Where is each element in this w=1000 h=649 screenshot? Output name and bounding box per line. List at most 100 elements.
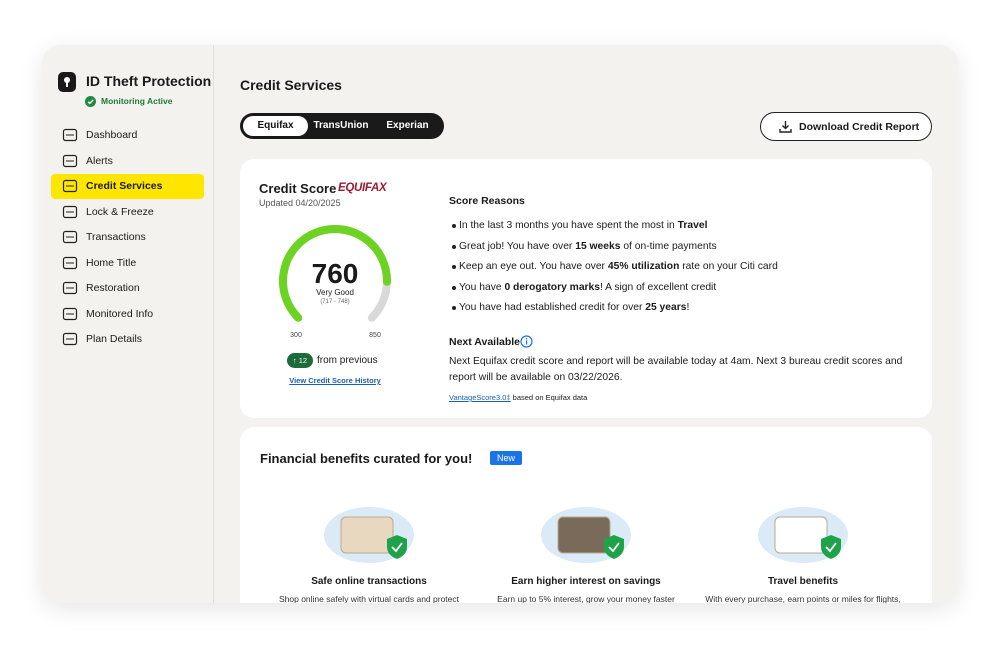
nav-icon-shape xyxy=(62,332,78,346)
nav-icon-shape xyxy=(62,154,78,167)
page-title: Credit Services xyxy=(240,77,342,93)
benefits-list: Safe online transactions Shop online safe… xyxy=(240,497,932,603)
footnote-text: based on Equifax data xyxy=(512,393,588,402)
bureau-tab[interactable]: Equifax xyxy=(243,116,308,136)
bureau-logo: EQUIFAX xyxy=(338,182,387,194)
nav-icon-shape xyxy=(62,128,78,142)
gauge-fill xyxy=(279,225,391,322)
next-title: Next Available xyxy=(449,336,521,348)
benefits-title: Financial benefits curated for you! xyxy=(260,451,473,466)
reason-after: ! A sign of excellent credit xyxy=(600,281,717,293)
illustration-shield xyxy=(604,535,624,559)
bureau-tabs: Equifax TransUnion Experian xyxy=(240,113,444,139)
nav-item[interactable]: Transactions xyxy=(51,225,204,250)
nav-label: Plan Details xyxy=(86,333,143,345)
reason-bold: 15 weeks xyxy=(575,240,621,252)
reason-item: In the last 3 months you have spent the … xyxy=(451,220,708,231)
nav-list: Dashboard Alerts Credit Services Lock & Fre… xyxy=(42,123,213,363)
nav-item[interactable]: Home Title xyxy=(51,251,204,276)
reason-item: You have had established credit for over… xyxy=(451,302,689,313)
app-window: ID Theft Protection Monitoring Active Da… xyxy=(42,45,958,603)
reason-after: of on-time payments xyxy=(620,240,717,252)
reason-after: rate on your Citi card xyxy=(679,261,778,272)
score-rating: Very Good xyxy=(316,288,354,297)
illustration-shield xyxy=(387,535,407,559)
nav-icon xyxy=(62,230,78,244)
benefit-illustration xyxy=(324,507,414,563)
download-button[interactable]: Download Credit Report xyxy=(760,112,932,141)
gauge-max: 850 xyxy=(369,332,381,339)
reason-before: In the last 3 months you have spent the … xyxy=(459,220,678,231)
nav-icon-shape xyxy=(62,256,78,269)
reason-before: Keep an eye out. You have over xyxy=(459,261,608,272)
reason-before: You have xyxy=(459,281,505,293)
change-value: 12 xyxy=(298,356,308,365)
bureau-tab[interactable]: Experian xyxy=(386,120,429,131)
status-icon xyxy=(85,96,96,107)
benefit-title: Safe online transactions xyxy=(311,576,427,587)
reason-item: You have 0 derogatory marks! A sign of e… xyxy=(451,281,717,293)
next-text: Next Equifax credit score and report wil… xyxy=(449,356,903,383)
nav-icon-shape xyxy=(62,230,78,244)
nav-icon xyxy=(62,256,78,269)
nav-item[interactable]: Credit Services xyxy=(51,174,204,199)
nav-icon xyxy=(62,281,78,295)
reason-bold: Travel xyxy=(677,220,708,231)
benefit-text: Shop online safely with virtual cards an… xyxy=(278,594,459,603)
info-icon[interactable] xyxy=(520,335,533,348)
change-label: from previous xyxy=(317,355,378,366)
change-pill: ↑ 12 xyxy=(287,353,313,368)
benefit-text: Earn up to 5% interest, grow your money … xyxy=(497,594,675,603)
benefit-item[interactable]: Safe online transactions Shop online safe… xyxy=(269,497,469,603)
nav-label: Monitored Info xyxy=(86,307,154,320)
illustration-object xyxy=(557,516,611,554)
nav-icon-shape xyxy=(62,179,78,193)
benefit-item[interactable]: Travel benefits With every purchase, earn… xyxy=(703,497,903,603)
footnote-link[interactable]: VantageScore3.0‡ xyxy=(449,393,511,402)
reason-before: You have had established credit for over xyxy=(459,302,646,313)
illustration-object xyxy=(774,516,828,554)
history-link[interactable]: View Credit Score History xyxy=(289,376,381,385)
illustration-check xyxy=(825,542,837,553)
benefit-title: Travel benefits xyxy=(767,576,839,587)
benefit-illustration xyxy=(758,507,848,563)
reason-item: Great job! You have over 15 weeks of on-… xyxy=(452,240,717,252)
nav-label: Home Title xyxy=(86,256,137,269)
benefit-title: Earn higher interest on savings xyxy=(511,576,661,587)
nav-item[interactable]: Restoration xyxy=(51,276,204,301)
score-range: (717 - 748) xyxy=(320,299,350,305)
nav-label: Restoration xyxy=(86,282,140,294)
bureau-tab[interactable]: TransUnion xyxy=(313,120,369,131)
footnote: VantageScore3.0‡ based on Equifax data xyxy=(449,393,587,402)
app-title: ID Theft Protection xyxy=(86,73,212,89)
benefits-card: Financial benefits curated for you! New … xyxy=(240,427,932,603)
benefit-item[interactable]: Earn higher interest on savings Earn up t… xyxy=(486,497,686,603)
score-card: Credit Score EQUIFAX Updated 04/20/2025 … xyxy=(240,159,932,418)
updated-date: Updated 04/20/2025 xyxy=(259,198,341,208)
nav-label: Credit Services xyxy=(86,180,163,192)
nav-icon-shape xyxy=(62,281,78,295)
nav-label: Dashboard xyxy=(86,129,138,141)
nav-label: Lock & Freeze xyxy=(86,205,154,218)
reason-bold: 45% utilization xyxy=(607,261,680,272)
logo-icon xyxy=(58,72,76,92)
illustration-shield xyxy=(821,535,841,559)
score-title: Credit Score xyxy=(259,181,337,196)
reasons-title: Score Reasons xyxy=(449,195,525,207)
illustration-check xyxy=(391,542,403,553)
reason-bold: 25 years xyxy=(645,302,687,313)
nav-label: Alerts xyxy=(86,154,113,167)
nav-icon xyxy=(62,332,78,346)
nav-item[interactable]: Lock & Freeze xyxy=(51,200,204,225)
illustration-object xyxy=(340,516,394,554)
download-label: Download Credit Report xyxy=(799,121,920,133)
nav-item[interactable]: Dashboard xyxy=(51,123,204,148)
benefit-illustration xyxy=(541,507,631,563)
nav-item[interactable]: Plan Details xyxy=(51,327,204,352)
nav-item[interactable]: Alerts xyxy=(51,149,204,174)
benefit-text: With every purchase, earn points or mile… xyxy=(705,594,901,603)
illustration-check xyxy=(608,542,620,553)
reason-bold: 0 derogatory marks xyxy=(504,281,601,293)
nav-item[interactable]: Monitored Info xyxy=(51,302,204,327)
